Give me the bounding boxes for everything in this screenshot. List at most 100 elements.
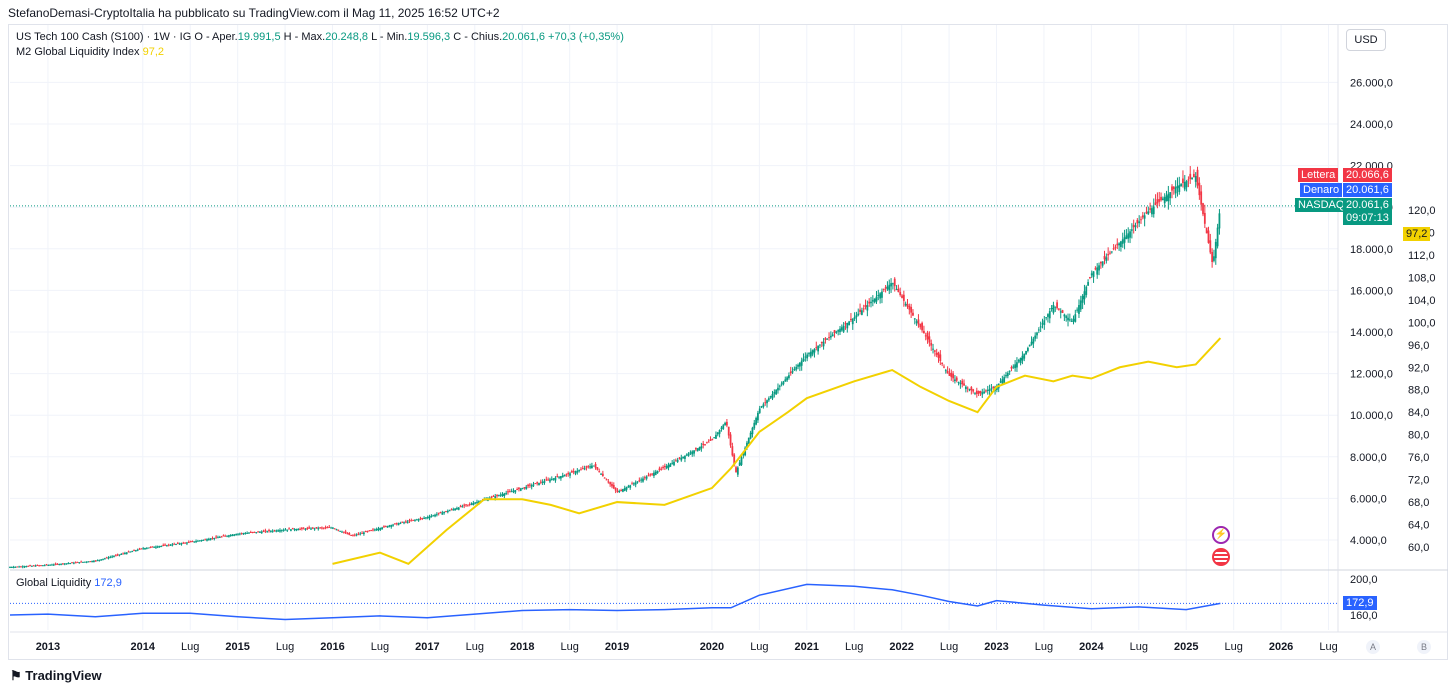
ask-label-tag: Lettera (1298, 168, 1339, 182)
candle-body (304, 528, 307, 530)
log-scale-button[interactable]: B (1417, 640, 1431, 654)
candle-body (660, 468, 663, 470)
candle-body (937, 352, 940, 358)
candle-body (381, 527, 384, 530)
candle-body (525, 486, 528, 490)
candle-body (862, 308, 865, 310)
candle-body (851, 318, 854, 325)
candle-body (932, 348, 934, 350)
candle-body (1205, 227, 1208, 234)
candle-body (933, 350, 936, 352)
candle-body (111, 556, 114, 558)
candle-body (474, 502, 477, 504)
liquidity-tick-label: 200,0 (1350, 574, 1378, 586)
candle-body (640, 479, 643, 481)
candle-body (853, 317, 856, 319)
us-flag-icon[interactable] (1212, 548, 1230, 566)
candle-body (800, 360, 803, 366)
candle-body (1178, 185, 1181, 193)
candle-body (580, 469, 582, 471)
candle-body (623, 488, 626, 491)
countdown-tag: 09:07:13 (1343, 211, 1392, 225)
candle-body (620, 489, 622, 491)
candle-body (966, 387, 969, 389)
candle-body (379, 527, 382, 530)
time-tick-label: 2014 (131, 641, 156, 653)
candle-body (273, 530, 276, 532)
candle-body (609, 482, 612, 485)
candle-body (1006, 372, 1009, 377)
tradingview-logo[interactable]: ⚑ TradingView (10, 668, 102, 684)
candle-body (1218, 213, 1221, 229)
candle-body (144, 548, 146, 550)
lightning-icon[interactable]: ⚡ (1212, 526, 1230, 544)
price-tick-label: 12.000,0 (1350, 369, 1393, 381)
candle-body (1121, 239, 1124, 244)
candle-body (835, 331, 838, 333)
candle-body (175, 543, 177, 545)
candle-body (1147, 211, 1150, 215)
candle-body (271, 530, 274, 532)
candle-body (213, 537, 216, 540)
candle-body (1151, 208, 1153, 215)
candle-body (430, 515, 433, 517)
candle-body (819, 344, 821, 346)
candle-body (370, 530, 373, 532)
currency-button[interactable]: USD (1346, 29, 1386, 51)
m2-line (332, 337, 1222, 566)
symbol-title[interactable]: US Tech 100 Cash (S100) · 1W · IG (16, 31, 192, 43)
candle-body (1085, 286, 1088, 295)
price-tick-label: 18.000,0 (1350, 244, 1393, 256)
candle-body (14, 566, 17, 568)
price-tick-label: 16.000,0 (1350, 285, 1393, 297)
m2-tick-label: 88,0 (1408, 385, 1429, 397)
candle-body (793, 369, 796, 371)
candle-body (266, 531, 269, 533)
candle-body (1189, 173, 1192, 179)
candle-body (1202, 203, 1204, 215)
candle-body (961, 380, 964, 385)
candle-body (1037, 329, 1040, 331)
candle-body (322, 527, 325, 529)
m2-label[interactable]: M2 Global Liquidity Index (16, 46, 140, 58)
candle-body (189, 541, 192, 543)
candle-body (656, 470, 659, 474)
candle-body (62, 563, 64, 565)
candle-body (12, 566, 15, 568)
candle-body (751, 427, 754, 435)
time-tick-label: 2026 (1269, 641, 1293, 653)
candle-body (622, 489, 624, 492)
candle-body (9, 567, 11, 569)
candle-body (1187, 179, 1190, 181)
candle-body (882, 288, 885, 290)
candle-body (1012, 366, 1015, 368)
auto-scale-button[interactable]: A (1366, 640, 1380, 654)
candle-body (403, 522, 405, 524)
candle-body (350, 534, 353, 536)
candle-body (921, 322, 923, 331)
candle-body (372, 529, 374, 531)
candle-body (822, 341, 825, 347)
candle-body (1016, 362, 1018, 368)
candle-body (235, 534, 238, 536)
m2-tick-label: 104,0 (1408, 295, 1436, 307)
candle-body (855, 315, 858, 318)
candle-body (569, 473, 571, 476)
candle-body (890, 283, 892, 287)
candle-body (1120, 241, 1122, 247)
candle-body (632, 483, 635, 485)
candle-body (601, 473, 604, 476)
candle-body (846, 322, 849, 329)
candle-body (1110, 251, 1113, 253)
candle-body (220, 536, 223, 538)
candle-body (696, 448, 699, 451)
candle-body (1017, 360, 1020, 362)
candle-body (567, 473, 570, 475)
candle-body (346, 533, 349, 535)
candle-body (186, 542, 188, 544)
candle-body (116, 554, 119, 556)
candle-body (140, 548, 143, 550)
lower-pane-label[interactable]: Global Liquidity (16, 577, 92, 589)
low-value: 19.596,3 (407, 31, 451, 43)
